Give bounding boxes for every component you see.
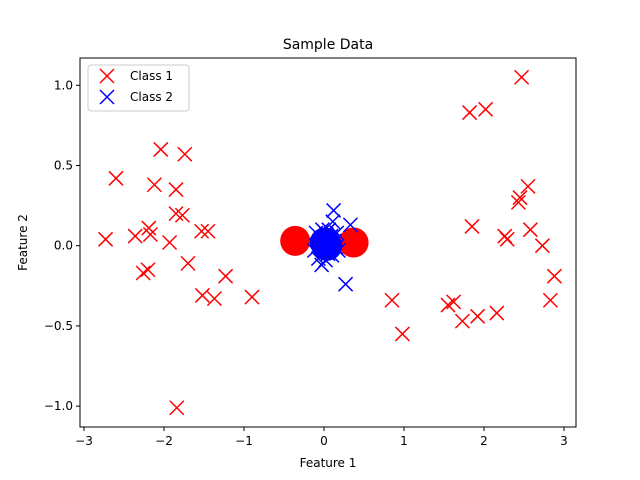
x-tick-label: 1 <box>400 434 408 448</box>
class-1-point <box>478 101 494 117</box>
class-1-point <box>534 238 550 254</box>
plot-points <box>98 69 562 416</box>
x-tick-label: 3 <box>560 434 568 448</box>
class-1-point <box>162 234 178 251</box>
class-2-point <box>338 276 354 292</box>
class-1-point <box>140 262 156 278</box>
class-1-point <box>454 313 470 329</box>
x-tick-label: 2 <box>480 434 488 448</box>
class-1-point <box>394 326 410 342</box>
y-axis: −1.0 −0.5 0.0 0.5 1.0 <box>44 78 80 413</box>
class-1-point <box>546 268 562 284</box>
legend-marker-class-1 <box>99 68 115 84</box>
class-1-point <box>510 194 526 210</box>
x-tick-label: −3 <box>75 434 93 448</box>
class-1-point <box>141 220 157 236</box>
class-1-point <box>542 292 558 308</box>
x-tick-label: 0 <box>320 434 328 448</box>
class-2-point <box>325 214 341 230</box>
class-1-point <box>522 222 538 238</box>
legend-marker-class-2 <box>99 89 115 105</box>
axes-frame <box>79 57 577 428</box>
class-1-point <box>218 268 234 284</box>
class-1-point <box>127 228 143 244</box>
class-1-point <box>146 177 162 193</box>
legend: Class 1 Class 2 <box>87 64 190 112</box>
x-tick-label: −1 <box>235 434 253 448</box>
legend-label-class-1: Class 1 <box>130 69 173 83</box>
y-tick-label: −1.0 <box>44 399 73 413</box>
class-1-point <box>194 287 210 303</box>
x-axis: −3 −2 −1 0 1 2 3 <box>75 427 568 448</box>
class-2-point <box>326 202 342 218</box>
class-1-point <box>177 146 193 162</box>
legend-label-class-2: Class 2 <box>130 90 173 104</box>
class-2-point <box>342 217 358 233</box>
class-1-point <box>206 291 222 307</box>
class-1-point <box>168 182 184 198</box>
y-axis-label: Feature 2 <box>16 214 30 271</box>
class-1-point <box>174 207 190 223</box>
class-1-point <box>135 265 151 281</box>
class-1-point <box>169 400 185 416</box>
class-1-point <box>489 305 505 321</box>
class-1-point <box>512 190 528 206</box>
y-tick-label: 1.0 <box>54 78 73 92</box>
class-1-point <box>98 231 114 247</box>
y-tick-label: 0.5 <box>54 158 73 172</box>
class-1-point <box>514 69 530 85</box>
class-1-point <box>446 294 462 310</box>
legend-box <box>87 64 190 112</box>
x-tick-label: −2 <box>155 434 173 448</box>
class-1-point <box>108 170 124 186</box>
y-tick-label: −0.5 <box>44 319 73 333</box>
y-tick-label: 0.0 <box>54 239 73 253</box>
class-1-point <box>464 218 480 234</box>
class-1-point <box>142 226 158 243</box>
class-1-point <box>384 292 400 308</box>
class-1-point <box>470 308 486 324</box>
class-1-point <box>153 141 169 157</box>
class-1-point <box>244 289 260 305</box>
blue-centroid-marker <box>312 230 343 261</box>
red-centroid-marker <box>338 227 369 258</box>
class-1-point <box>168 206 184 222</box>
class-1-point <box>462 105 478 121</box>
class-1-point <box>499 231 515 247</box>
red-centroid-marker <box>280 225 311 256</box>
class-1-point <box>180 255 196 271</box>
class-1-point <box>194 223 210 239</box>
chart-title: Sample Data <box>283 37 373 53</box>
class-1-point <box>520 178 536 194</box>
x-axis-label: Feature 1 <box>300 456 357 470</box>
class-1-point <box>200 223 216 239</box>
